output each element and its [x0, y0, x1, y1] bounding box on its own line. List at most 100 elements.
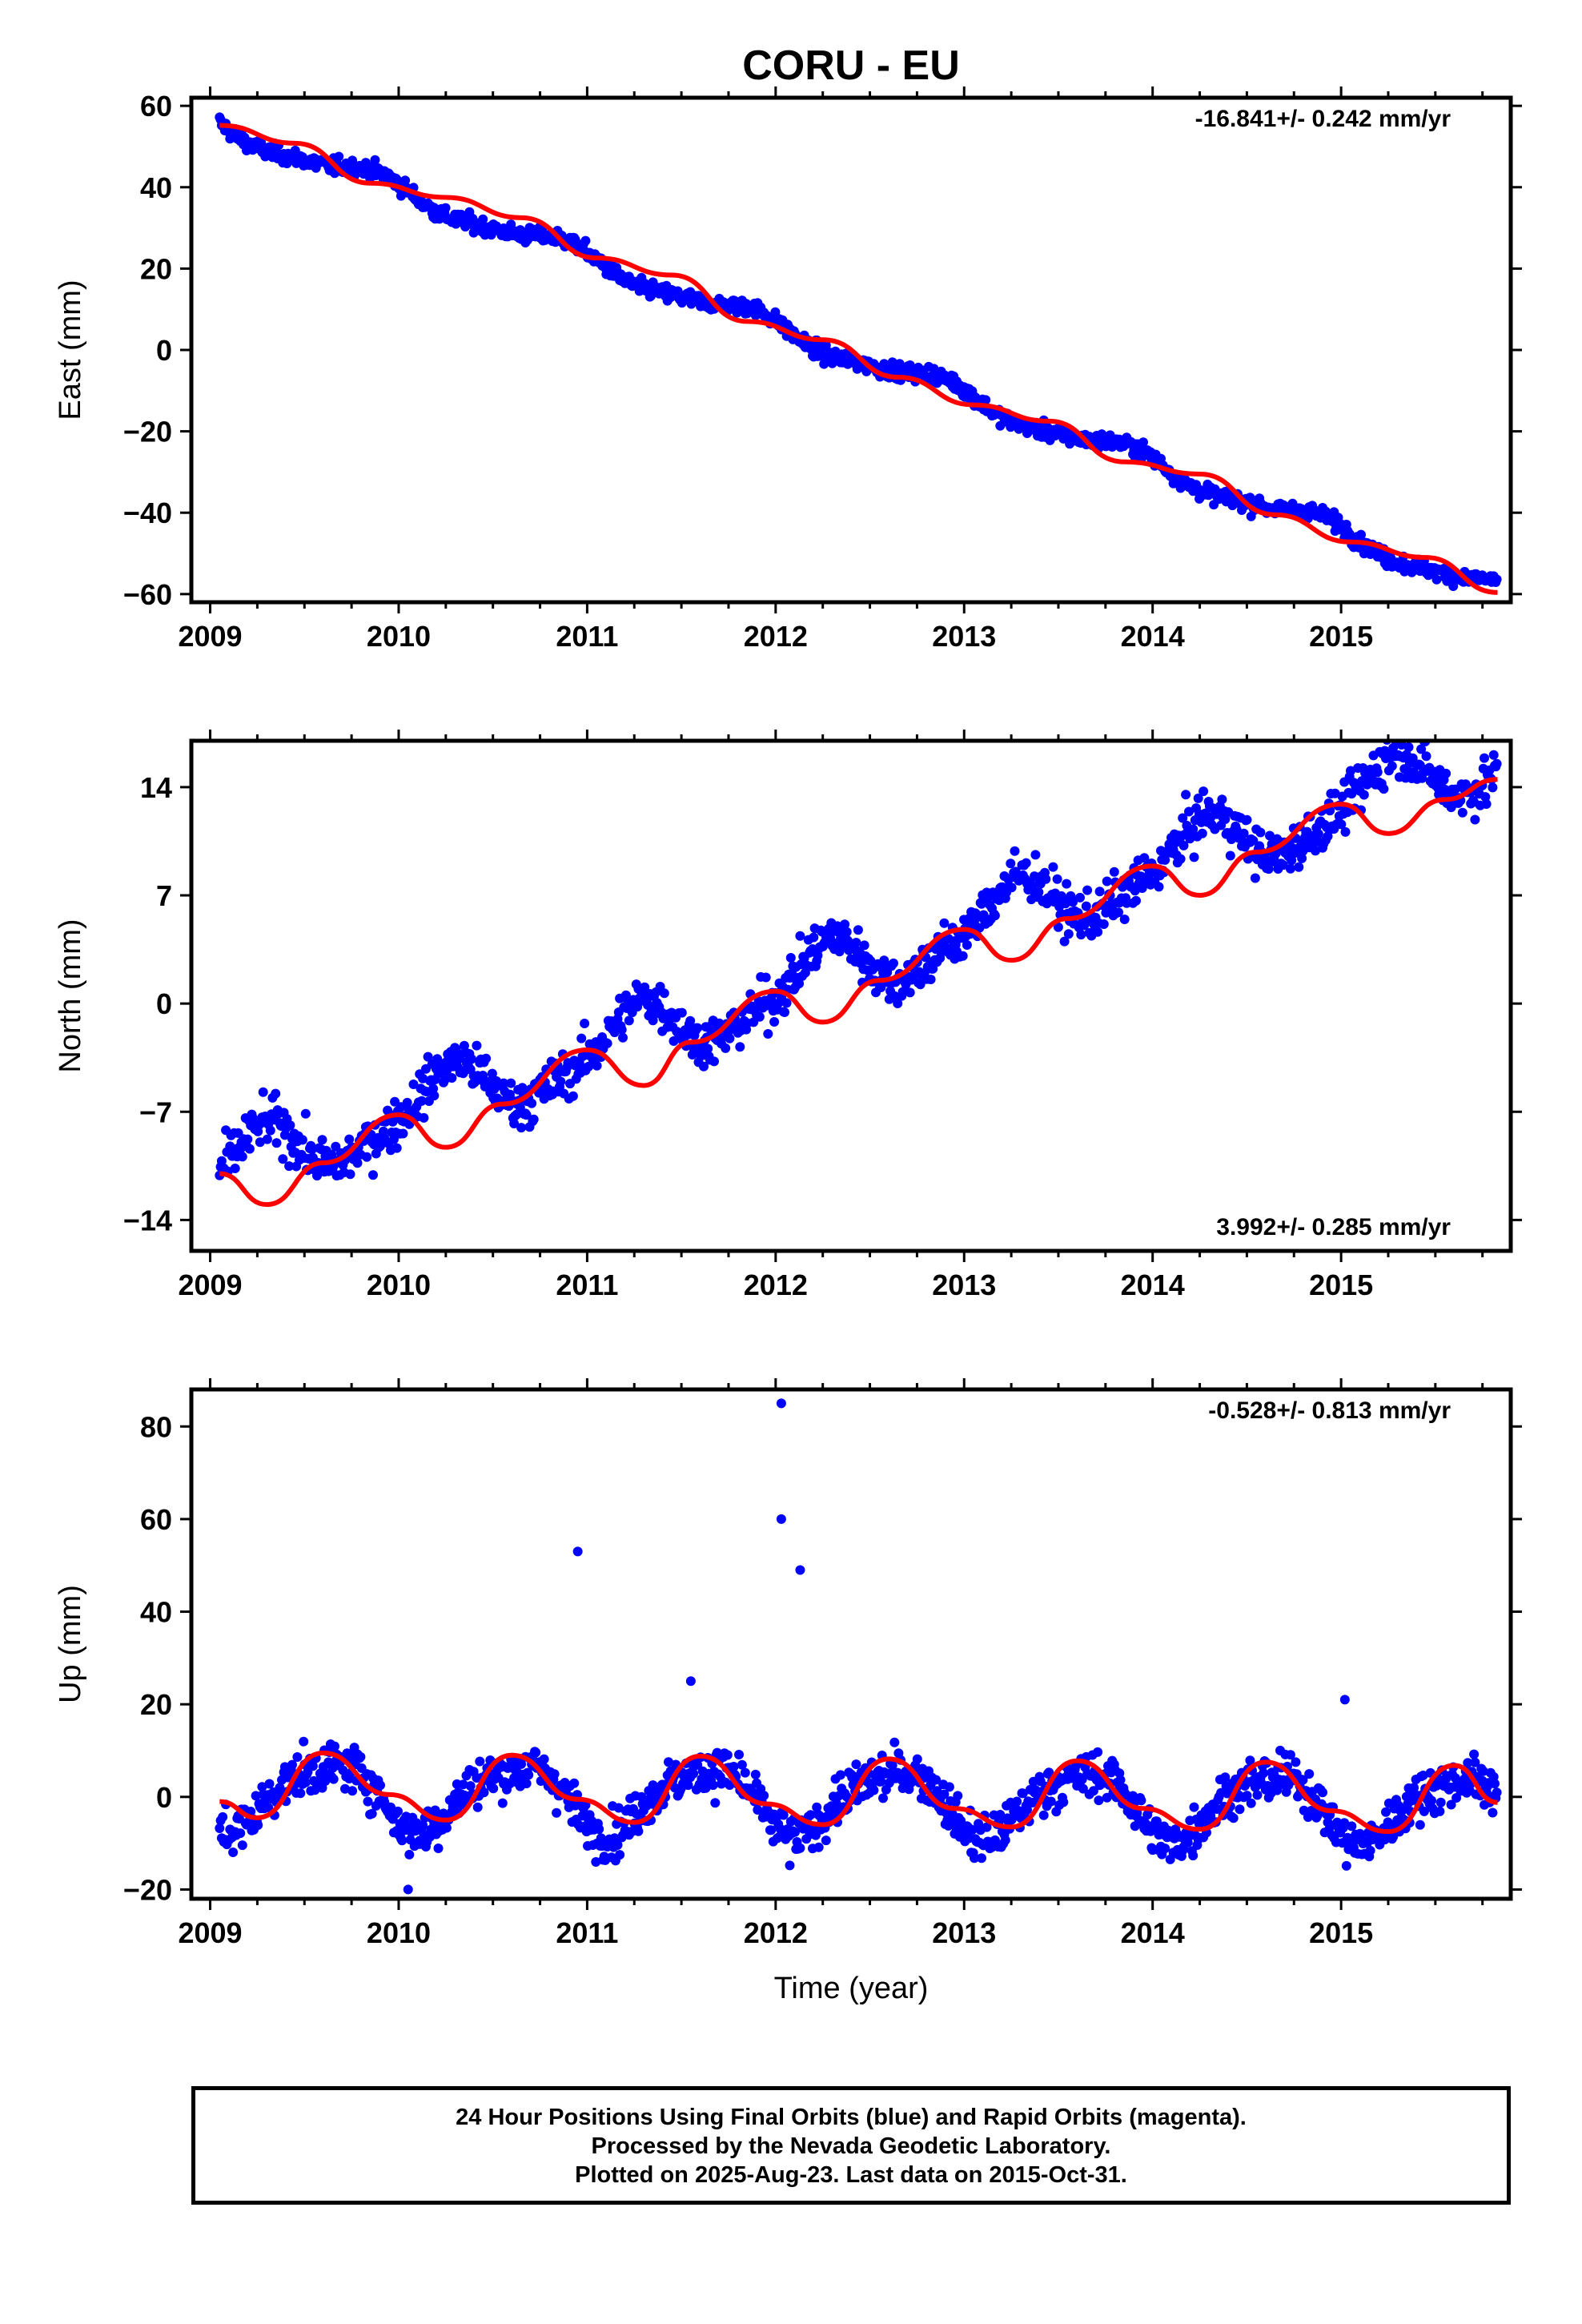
data-point — [1063, 929, 1074, 939]
data-point — [1347, 1821, 1357, 1831]
x-tick-label: 2011 — [556, 1916, 618, 1949]
data-point — [633, 1826, 644, 1836]
data-point — [300, 1108, 311, 1119]
y-tick-label: 14 — [140, 771, 172, 804]
data-point — [1427, 1795, 1436, 1806]
data-point — [761, 972, 771, 983]
data-point — [218, 1811, 228, 1822]
data-point — [440, 1075, 450, 1085]
data-point — [1272, 1785, 1283, 1795]
data-point — [418, 1820, 428, 1831]
data-point — [1488, 782, 1498, 793]
data-point — [683, 1780, 693, 1791]
data-point — [821, 340, 831, 351]
data-point — [981, 395, 991, 405]
data-point — [1387, 761, 1397, 771]
data-point — [497, 1798, 508, 1808]
data-point — [1478, 1766, 1488, 1776]
data-point — [479, 1787, 489, 1798]
x-tick-label: 2011 — [556, 1269, 618, 1301]
data-point — [889, 958, 898, 968]
data-point — [953, 1791, 963, 1801]
data-point — [1076, 930, 1086, 940]
data-point — [977, 1853, 986, 1864]
data-point — [264, 1779, 275, 1789]
data-point — [478, 214, 488, 224]
data-point — [317, 1135, 327, 1145]
data-point — [1102, 876, 1112, 887]
data-point — [840, 919, 850, 930]
data-point — [577, 1811, 588, 1821]
data-point — [467, 1054, 476, 1064]
data-point — [484, 1076, 494, 1087]
data-point — [262, 1134, 272, 1144]
data-point — [1492, 758, 1502, 769]
data-point — [1046, 1796, 1056, 1807]
footer-line-1: 24 Hour Positions Using Final Orbits (bl… — [456, 2105, 1247, 2130]
data-point — [1446, 1799, 1456, 1810]
data-point — [1094, 1795, 1104, 1806]
data-point — [481, 1053, 492, 1063]
data-point — [689, 1768, 699, 1779]
data-point — [488, 1783, 499, 1794]
data-point — [465, 1781, 476, 1791]
data-point — [1006, 883, 1017, 893]
x-tick-label: 2014 — [1121, 620, 1185, 653]
data-point — [1175, 854, 1186, 864]
data-point — [243, 1134, 253, 1144]
outlier-point — [776, 1398, 786, 1409]
data-point — [785, 953, 796, 963]
data-point — [754, 1011, 765, 1022]
data-point — [1372, 767, 1383, 778]
data-point — [429, 1091, 440, 1101]
data-point — [1154, 882, 1164, 892]
data-point — [556, 1076, 566, 1087]
x-tick-label: 2009 — [178, 620, 242, 653]
data-point — [1379, 784, 1389, 794]
data-point — [367, 1808, 377, 1819]
outlier-point — [795, 1565, 805, 1575]
data-point — [763, 1029, 773, 1039]
data-point — [1115, 1775, 1126, 1785]
data-point — [1188, 1851, 1199, 1861]
data-point — [1323, 831, 1333, 842]
data-point — [516, 1123, 527, 1133]
data-point — [1480, 753, 1489, 763]
x-tick-label: 2010 — [367, 620, 431, 653]
data-point — [1053, 922, 1063, 932]
panels: 2009 2010 2011 2012 2013 2014 20156040200−20−4… — [54, 86, 1522, 2005]
data-point — [932, 1786, 942, 1796]
data-point — [990, 911, 1000, 921]
data-point — [770, 307, 781, 317]
data-point — [352, 1158, 363, 1168]
data-point — [905, 987, 915, 998]
data-point — [244, 1144, 255, 1154]
x-tick-label: 2009 — [178, 1916, 242, 1949]
y-axis-label: East (mm) — [54, 279, 87, 420]
data-point — [387, 1116, 398, 1127]
data-point — [795, 931, 805, 941]
data-point — [701, 1783, 711, 1793]
data-point — [1098, 919, 1109, 929]
x-tick-label: 2015 — [1309, 620, 1373, 653]
data-point — [613, 1803, 624, 1813]
data-point — [1228, 1813, 1239, 1823]
data-point — [228, 1848, 239, 1857]
x-tick-label: 2014 — [1121, 1916, 1185, 1949]
data-point — [931, 1775, 942, 1785]
data-point — [1313, 829, 1323, 839]
data-point — [1022, 1804, 1032, 1815]
x-tick-label: 2010 — [367, 1916, 431, 1949]
data-point — [1448, 581, 1459, 591]
data-point — [708, 1780, 718, 1791]
data-point — [1291, 1757, 1301, 1767]
data-point — [416, 1096, 427, 1106]
data-point — [576, 1033, 587, 1043]
data-point — [693, 1023, 703, 1033]
data-point — [734, 1750, 744, 1759]
data-point — [1088, 1786, 1098, 1796]
x-tick-label: 2012 — [744, 620, 808, 653]
panel-1: 2009 2010 2011 2012 2013 2014 2015 60 40 20 0 −20 −4… — [54, 86, 1522, 653]
y-tick-label: −7 — [139, 1096, 172, 1128]
data-point — [1318, 1787, 1327, 1798]
